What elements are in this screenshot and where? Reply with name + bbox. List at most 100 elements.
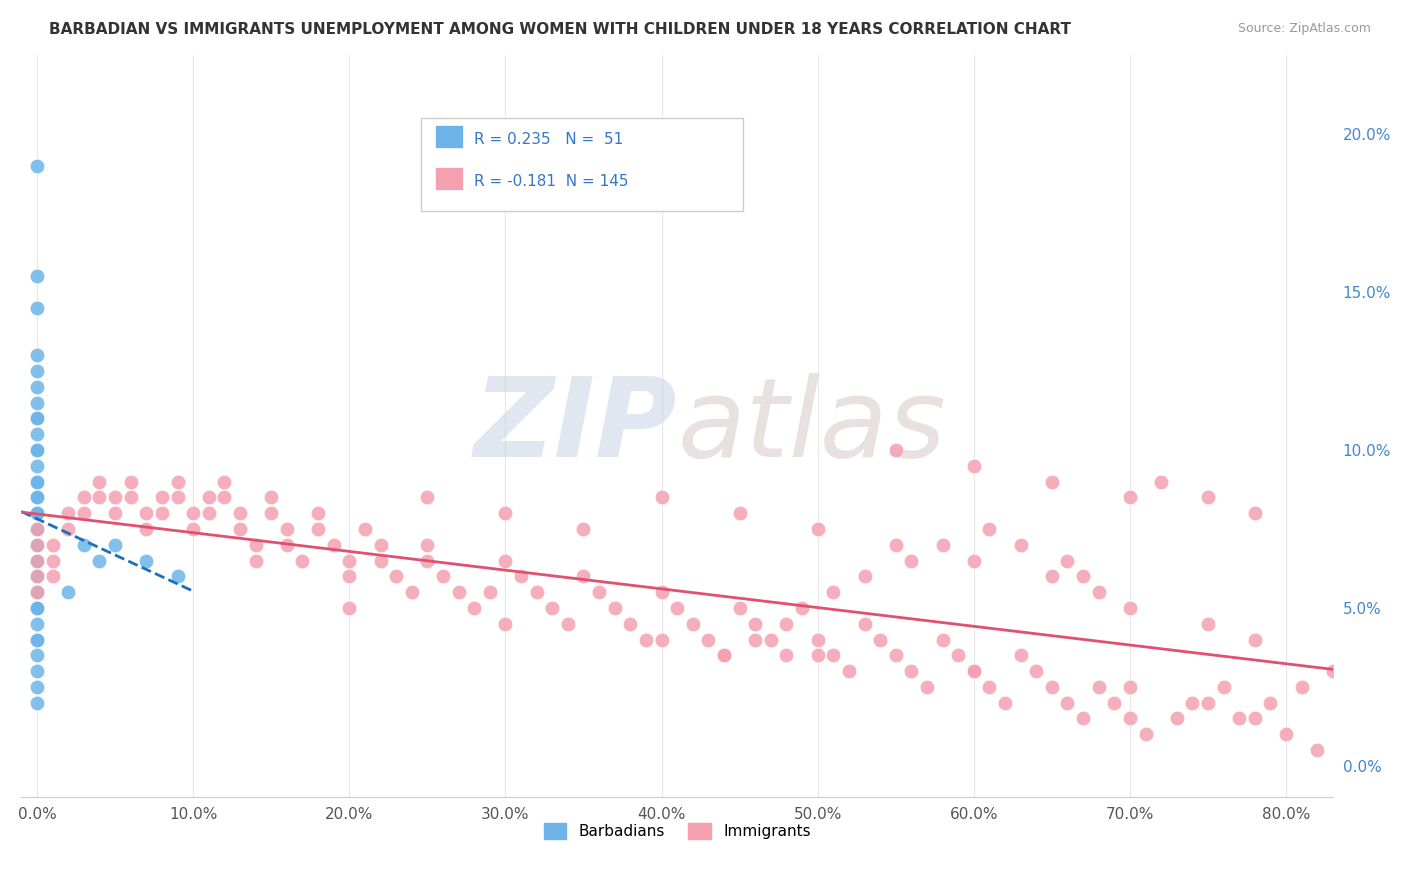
Point: [853, 616, 876, 631]
Point: [853, 569, 876, 583]
Point: [245, 553, 267, 567]
Point: [1212, 680, 1234, 694]
Point: [1119, 711, 1142, 725]
Point: [25, 475, 48, 489]
Point: [494, 616, 516, 631]
Point: [900, 553, 922, 567]
Point: [307, 506, 329, 520]
Point: [790, 601, 813, 615]
Point: [370, 553, 392, 567]
Point: [25, 442, 48, 457]
Point: [807, 522, 830, 536]
Point: [25, 553, 48, 567]
Point: [25, 491, 48, 505]
Point: [307, 522, 329, 536]
Point: [276, 538, 298, 552]
Point: [25, 269, 48, 284]
Point: [1010, 538, 1032, 552]
Point: [823, 585, 845, 599]
Point: [1071, 711, 1094, 725]
Point: [931, 632, 953, 647]
Point: [807, 632, 830, 647]
Point: [838, 664, 860, 678]
Point: [884, 648, 907, 663]
Point: [73, 491, 96, 505]
Point: [25, 522, 48, 536]
Point: [197, 506, 219, 520]
Point: [58, 585, 80, 599]
Point: [1104, 696, 1126, 710]
Point: [979, 680, 1001, 694]
Point: [25, 411, 48, 425]
Point: [25, 680, 48, 694]
Point: [25, 475, 48, 489]
Point: [89, 553, 111, 567]
Point: [1119, 601, 1142, 615]
Point: [1040, 680, 1063, 694]
Point: [25, 411, 48, 425]
Point: [354, 522, 377, 536]
FancyBboxPatch shape: [422, 119, 742, 211]
Point: [666, 601, 689, 615]
Point: [73, 506, 96, 520]
Point: [25, 427, 48, 442]
Point: [541, 601, 564, 615]
Point: [759, 632, 782, 647]
Point: [1010, 648, 1032, 663]
Point: [25, 585, 48, 599]
Point: [25, 458, 48, 473]
Point: [884, 538, 907, 552]
Point: [25, 538, 48, 552]
Point: [25, 553, 48, 567]
Point: [229, 522, 252, 536]
Point: [25, 601, 48, 615]
Point: [245, 538, 267, 552]
Point: [478, 585, 501, 599]
Point: [651, 632, 673, 647]
Point: [25, 553, 48, 567]
Point: [1135, 727, 1157, 741]
Point: [526, 585, 548, 599]
Point: [25, 569, 48, 583]
Point: [25, 538, 48, 552]
Point: [25, 491, 48, 505]
Point: [728, 601, 751, 615]
Point: [1040, 475, 1063, 489]
Point: [463, 601, 485, 615]
Point: [1040, 569, 1063, 583]
Point: [135, 553, 157, 567]
Point: [25, 553, 48, 567]
Point: [416, 538, 439, 552]
Point: [494, 553, 516, 567]
Point: [1260, 696, 1282, 710]
Point: [150, 491, 173, 505]
Point: [25, 648, 48, 663]
Point: [337, 601, 360, 615]
Point: [25, 522, 48, 536]
Point: [25, 395, 48, 409]
FancyBboxPatch shape: [434, 167, 464, 190]
Point: [682, 616, 704, 631]
Point: [25, 442, 48, 457]
Point: [1243, 506, 1265, 520]
Point: [651, 491, 673, 505]
Point: [25, 585, 48, 599]
Point: [1243, 632, 1265, 647]
Point: [634, 632, 657, 647]
Point: [588, 585, 610, 599]
Point: [447, 585, 470, 599]
Point: [697, 632, 720, 647]
Point: [89, 475, 111, 489]
Point: [1056, 553, 1078, 567]
Point: [25, 506, 48, 520]
Point: [25, 569, 48, 583]
Point: [775, 648, 797, 663]
Point: [1322, 664, 1344, 678]
Point: [337, 569, 360, 583]
Point: [25, 159, 48, 173]
Point: [166, 475, 188, 489]
Point: [197, 491, 219, 505]
Point: [150, 506, 173, 520]
Point: [401, 585, 423, 599]
Point: [416, 491, 439, 505]
